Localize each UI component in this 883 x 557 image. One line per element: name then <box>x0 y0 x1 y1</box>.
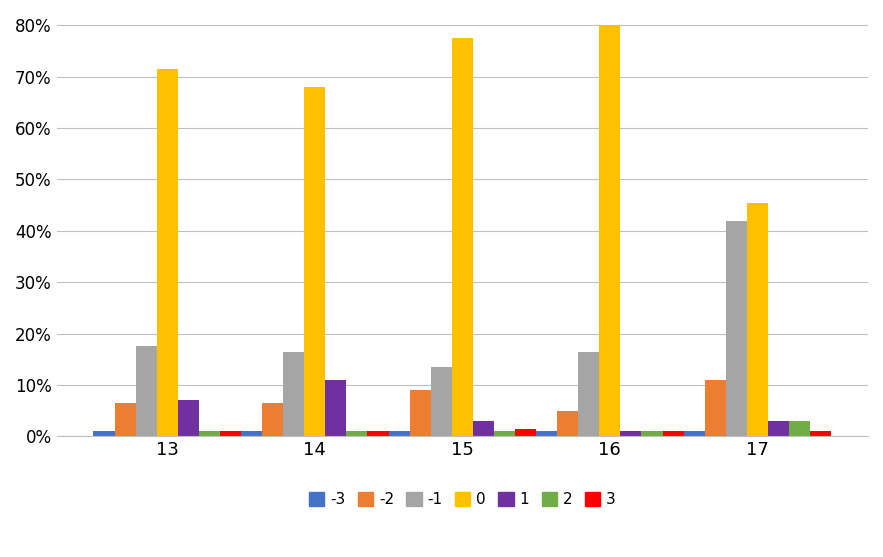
Bar <box>683 431 705 436</box>
Bar <box>705 380 726 436</box>
Bar <box>578 351 600 436</box>
Bar <box>431 367 452 436</box>
Bar <box>156 69 177 436</box>
Bar <box>472 421 494 436</box>
Bar <box>241 431 262 436</box>
Bar <box>747 203 768 436</box>
Bar <box>199 431 220 436</box>
Bar <box>283 351 305 436</box>
Bar <box>346 431 367 436</box>
Bar <box>726 221 747 436</box>
Bar <box>494 431 515 436</box>
Bar <box>621 431 641 436</box>
Bar <box>94 431 115 436</box>
Bar <box>536 431 557 436</box>
Bar <box>389 431 410 436</box>
Bar <box>325 380 346 436</box>
Bar <box>262 403 283 436</box>
Bar <box>789 421 810 436</box>
Bar <box>115 403 136 436</box>
Bar <box>515 429 536 436</box>
Bar <box>367 431 389 436</box>
Bar <box>452 38 472 436</box>
Bar <box>768 421 789 436</box>
Bar <box>305 87 325 436</box>
Bar <box>177 400 199 436</box>
Bar <box>600 25 621 436</box>
Bar <box>220 431 241 436</box>
Bar <box>810 431 831 436</box>
Bar <box>557 411 578 436</box>
Legend: -3, -2, -1, 0, 1, 2, 3: -3, -2, -1, 0, 1, 2, 3 <box>303 486 622 514</box>
Bar <box>662 431 683 436</box>
Bar <box>136 346 156 436</box>
Bar <box>410 390 431 436</box>
Bar <box>641 431 662 436</box>
